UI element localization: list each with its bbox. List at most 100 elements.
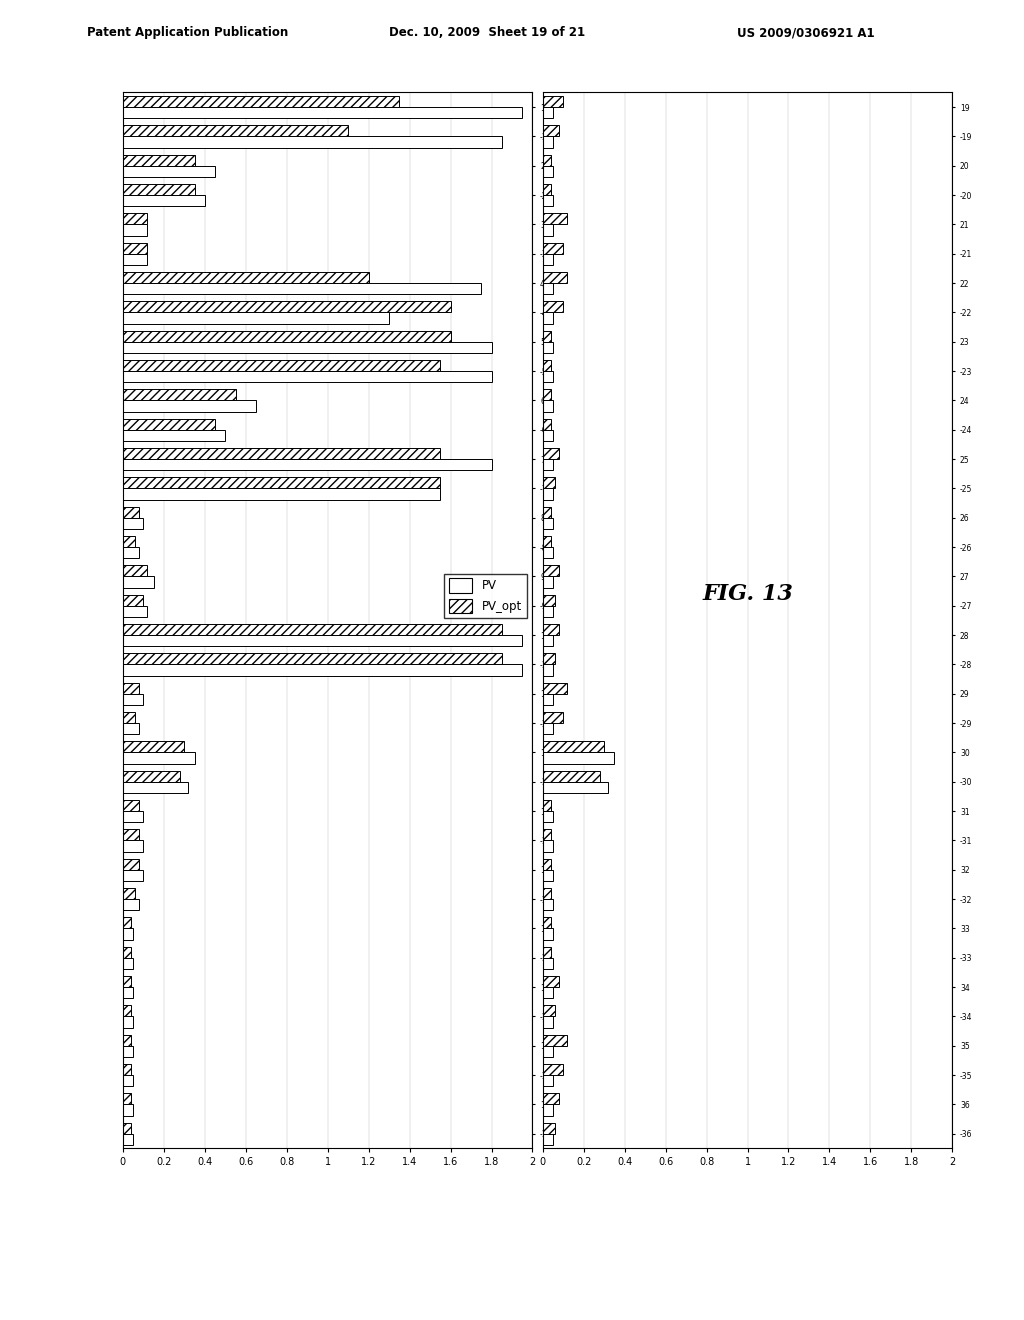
Bar bbox=[543, 224, 553, 235]
Bar bbox=[123, 577, 154, 587]
Text: Patent Application Publication: Patent Application Publication bbox=[87, 26, 289, 40]
Bar bbox=[123, 624, 502, 635]
Bar bbox=[543, 742, 604, 752]
Bar bbox=[123, 565, 147, 577]
Bar bbox=[543, 946, 551, 958]
Bar bbox=[543, 810, 553, 822]
Bar bbox=[123, 800, 139, 810]
Bar bbox=[123, 858, 139, 870]
Bar bbox=[543, 371, 553, 383]
Bar bbox=[543, 447, 559, 459]
Bar bbox=[123, 664, 522, 676]
Bar bbox=[123, 888, 135, 899]
Bar bbox=[543, 653, 555, 664]
Bar bbox=[543, 1045, 553, 1057]
Bar bbox=[123, 447, 440, 459]
Bar bbox=[543, 1016, 553, 1027]
Bar bbox=[543, 800, 551, 810]
Bar bbox=[123, 330, 451, 342]
Bar bbox=[543, 606, 553, 616]
Bar bbox=[123, 1064, 131, 1074]
Bar bbox=[123, 1016, 133, 1027]
Bar bbox=[543, 517, 553, 529]
Bar bbox=[123, 400, 256, 412]
Bar bbox=[123, 136, 502, 148]
Bar bbox=[123, 870, 143, 880]
Bar bbox=[123, 1122, 131, 1134]
Bar bbox=[543, 723, 553, 734]
Bar bbox=[123, 166, 215, 177]
Bar bbox=[123, 360, 440, 371]
Bar bbox=[123, 430, 225, 441]
Bar bbox=[543, 96, 563, 107]
Bar bbox=[543, 917, 551, 928]
Bar bbox=[123, 546, 139, 558]
Bar bbox=[543, 829, 551, 841]
Bar bbox=[543, 1134, 553, 1144]
Bar bbox=[123, 946, 131, 958]
Bar bbox=[123, 1134, 133, 1144]
Bar bbox=[123, 488, 440, 499]
Bar bbox=[543, 771, 600, 781]
Bar bbox=[543, 858, 551, 870]
Bar bbox=[123, 214, 147, 224]
Bar bbox=[123, 517, 143, 529]
Bar bbox=[543, 430, 553, 441]
Bar bbox=[543, 282, 553, 294]
Bar bbox=[123, 1093, 131, 1105]
Bar bbox=[123, 781, 188, 793]
Bar bbox=[123, 829, 139, 841]
Bar bbox=[123, 371, 492, 383]
Bar bbox=[543, 841, 553, 851]
Bar bbox=[543, 1006, 555, 1016]
Bar bbox=[123, 723, 139, 734]
Bar bbox=[543, 870, 553, 880]
Bar bbox=[123, 928, 133, 940]
Bar bbox=[543, 752, 614, 763]
Bar bbox=[123, 987, 133, 998]
Bar bbox=[543, 682, 567, 694]
Bar bbox=[123, 742, 184, 752]
Bar bbox=[543, 459, 553, 470]
Bar bbox=[123, 459, 492, 470]
Bar bbox=[543, 183, 551, 195]
Bar bbox=[123, 711, 135, 723]
Bar bbox=[123, 195, 205, 206]
Bar bbox=[543, 928, 553, 940]
Bar bbox=[123, 301, 451, 313]
Bar bbox=[123, 536, 135, 546]
Bar bbox=[543, 107, 553, 119]
Bar bbox=[123, 154, 195, 166]
Bar bbox=[123, 107, 522, 119]
Bar bbox=[123, 1105, 133, 1115]
Bar bbox=[543, 195, 553, 206]
Bar bbox=[543, 253, 553, 265]
Bar bbox=[543, 546, 553, 558]
Bar bbox=[123, 958, 133, 969]
Bar bbox=[123, 125, 348, 136]
Bar bbox=[543, 389, 551, 400]
Text: US 2009/0306921 A1: US 2009/0306921 A1 bbox=[737, 26, 874, 40]
Bar bbox=[543, 536, 551, 546]
Bar bbox=[543, 1105, 553, 1115]
Bar bbox=[543, 899, 553, 911]
Bar bbox=[543, 136, 553, 148]
Bar bbox=[123, 96, 399, 107]
Bar bbox=[123, 282, 481, 294]
Bar bbox=[123, 975, 131, 987]
Bar bbox=[123, 478, 440, 488]
Bar bbox=[123, 1035, 131, 1045]
Bar bbox=[543, 342, 553, 352]
Bar bbox=[543, 694, 553, 705]
Bar bbox=[123, 606, 147, 616]
Bar bbox=[543, 888, 551, 899]
Bar bbox=[123, 418, 215, 430]
Bar bbox=[543, 635, 553, 647]
Bar bbox=[543, 125, 559, 136]
Bar bbox=[123, 389, 236, 400]
Text: FIG. 13: FIG. 13 bbox=[702, 583, 793, 605]
Bar bbox=[543, 664, 553, 676]
Bar bbox=[543, 1074, 553, 1086]
Bar bbox=[543, 418, 551, 430]
Bar bbox=[123, 594, 143, 606]
